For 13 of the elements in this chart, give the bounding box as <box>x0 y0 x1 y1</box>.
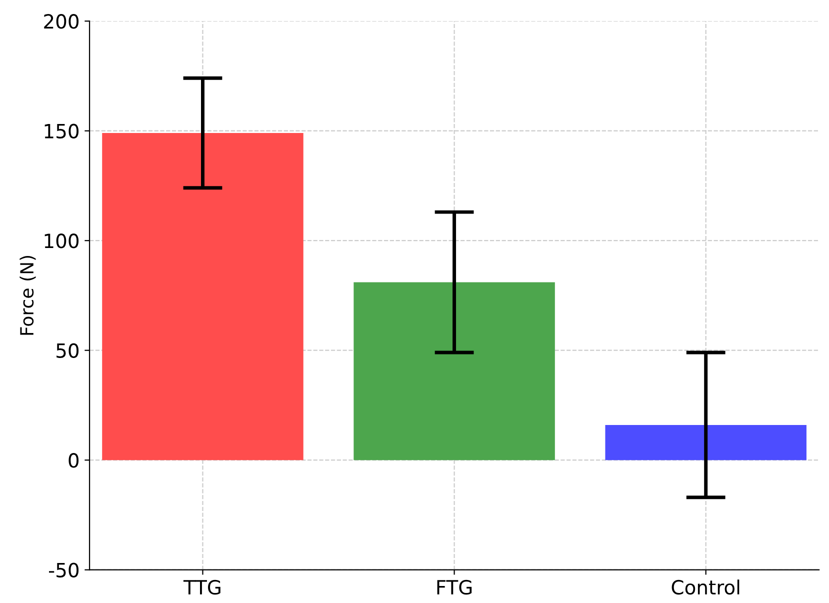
bar <box>605 424 806 460</box>
y-tick-label: 0 <box>68 453 79 468</box>
x-tick-label: FTG <box>437 580 472 595</box>
y-tick-label: 50 <box>56 343 79 358</box>
x-tick-label: Control <box>672 580 740 595</box>
bar <box>102 133 304 460</box>
y-tick-label: 200 <box>44 14 79 29</box>
x-tick-label: TTG <box>183 580 220 595</box>
y-tick-label: -50 <box>49 562 79 578</box>
bar <box>354 282 555 460</box>
y-axis-title: Force (N) <box>20 256 36 335</box>
y-tick-label: 100 <box>44 234 79 248</box>
y-tick-label: 150 <box>44 124 79 139</box>
